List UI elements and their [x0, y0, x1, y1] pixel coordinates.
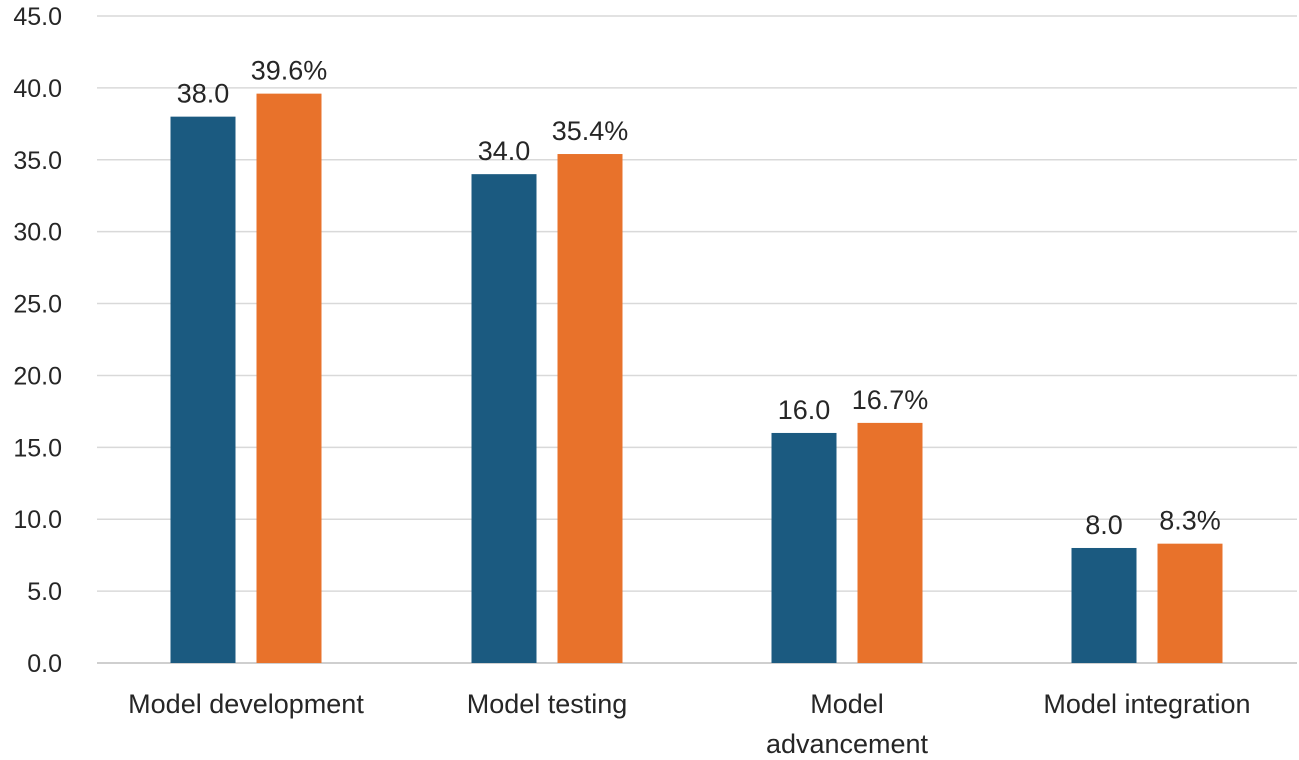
- y-tick-label: 30.0: [13, 219, 62, 247]
- y-tick-label: 0.0: [27, 650, 62, 678]
- y-tick-label: 40.0: [13, 75, 62, 103]
- category-label: Model testing: [467, 689, 628, 719]
- data-label: 8.0: [1085, 510, 1123, 540]
- bar: [471, 174, 537, 663]
- bars: [170, 93, 1223, 663]
- data-label: 8.3%: [1159, 506, 1221, 536]
- y-tick-label: 15.0: [13, 434, 62, 462]
- data-label: 35.4%: [552, 116, 629, 146]
- data-label: 16.0: [778, 395, 831, 425]
- data-label: 16.7%: [852, 385, 929, 415]
- y-tick-label: 45.0: [13, 3, 62, 31]
- data-labels: 38.0 34.0 16.0 8.0 39.6% 35.4% 16.7% 8.3%: [177, 56, 1221, 540]
- category-label: Model development: [128, 689, 364, 719]
- y-tick-label: 35.0: [13, 147, 62, 175]
- x-axis-category-labels: Model development Model testing Model advan…: [128, 689, 1250, 759]
- bar: [1071, 547, 1137, 663]
- data-label: 34.0: [478, 136, 531, 166]
- bar: [170, 116, 236, 663]
- category-label: advancement: [766, 729, 929, 759]
- data-label: 38.0: [177, 79, 230, 109]
- y-tick-label: 25.0: [13, 291, 62, 319]
- y-tick-label: 10.0: [13, 506, 62, 534]
- bar: [771, 432, 837, 663]
- data-label: 39.6%: [251, 56, 328, 86]
- bar: [857, 422, 923, 663]
- y-tick-label: 20.0: [13, 362, 62, 390]
- y-tick-label: 5.0: [27, 578, 62, 606]
- category-label: Model integration: [1043, 689, 1250, 719]
- bar: [557, 154, 623, 663]
- bar: [1157, 543, 1223, 663]
- category-label: Model: [810, 689, 884, 719]
- y-axis-tick-labels: 0.0 5.0 10.0 15.0 20.0 25.0 30.0 35.0 40.0 45.0: [13, 3, 62, 678]
- bar: [256, 93, 322, 663]
